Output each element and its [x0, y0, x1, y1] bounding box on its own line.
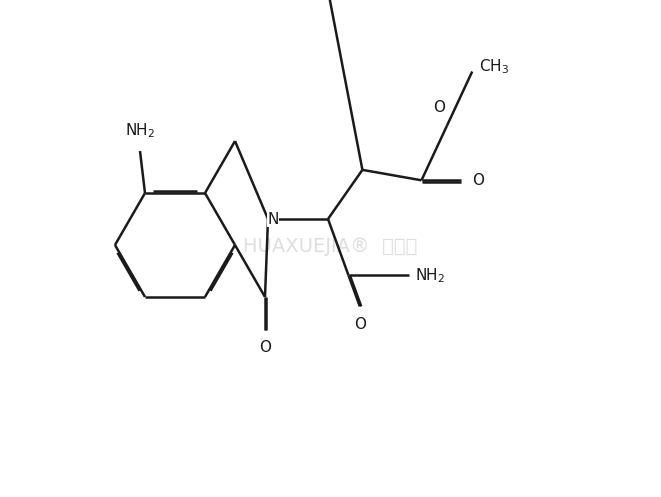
Text: O: O: [259, 340, 271, 355]
Text: NH$_2$: NH$_2$: [125, 122, 155, 140]
Text: CH$_3$: CH$_3$: [479, 57, 509, 76]
Text: HUAXUEJIA®  化学加: HUAXUEJIA® 化学加: [243, 238, 417, 256]
Text: O: O: [354, 317, 366, 332]
Text: O: O: [473, 173, 485, 188]
Text: N: N: [267, 212, 279, 227]
Text: O: O: [433, 100, 445, 115]
Text: NH$_2$: NH$_2$: [415, 266, 446, 285]
